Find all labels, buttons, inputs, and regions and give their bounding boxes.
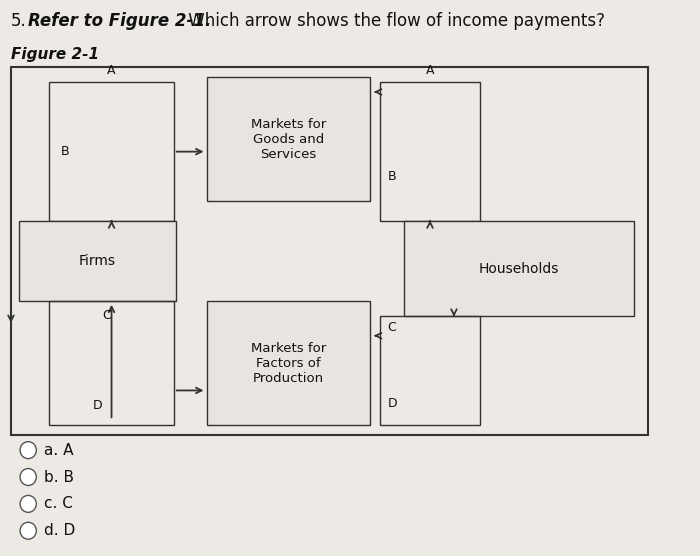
Text: Firms: Firms xyxy=(78,254,116,268)
Text: D: D xyxy=(92,399,102,412)
Text: Which arrow shows the flow of income payments?: Which arrow shows the flow of income pay… xyxy=(183,12,606,31)
Bar xyxy=(207,301,370,425)
Bar xyxy=(49,301,174,425)
Text: A: A xyxy=(426,64,434,77)
Text: a. A: a. A xyxy=(45,443,74,458)
Bar xyxy=(379,316,480,425)
Text: Refer to Figure 2-1.: Refer to Figure 2-1. xyxy=(28,12,211,31)
Text: D: D xyxy=(387,397,397,410)
Text: C: C xyxy=(102,309,111,322)
Text: 5.: 5. xyxy=(11,12,27,31)
Text: Households: Households xyxy=(478,261,559,276)
Circle shape xyxy=(20,441,36,459)
Circle shape xyxy=(20,469,36,485)
Text: b. B: b. B xyxy=(45,469,74,484)
Bar xyxy=(404,221,634,316)
Circle shape xyxy=(20,522,36,539)
Text: Markets for
Goods and
Services: Markets for Goods and Services xyxy=(251,118,326,161)
Bar xyxy=(379,82,480,221)
Text: A: A xyxy=(107,64,116,77)
Text: C: C xyxy=(387,321,396,334)
Text: Figure 2-1: Figure 2-1 xyxy=(11,47,99,62)
Text: d. D: d. D xyxy=(45,523,76,538)
Text: B: B xyxy=(387,170,396,183)
Bar xyxy=(49,82,174,221)
Circle shape xyxy=(20,495,36,512)
Bar xyxy=(19,221,176,301)
Bar xyxy=(207,77,370,201)
Text: Markets for
Factors of
Production: Markets for Factors of Production xyxy=(251,341,326,385)
Text: B: B xyxy=(61,145,69,158)
Text: c. C: c. C xyxy=(45,497,74,512)
Bar xyxy=(11,67,648,435)
